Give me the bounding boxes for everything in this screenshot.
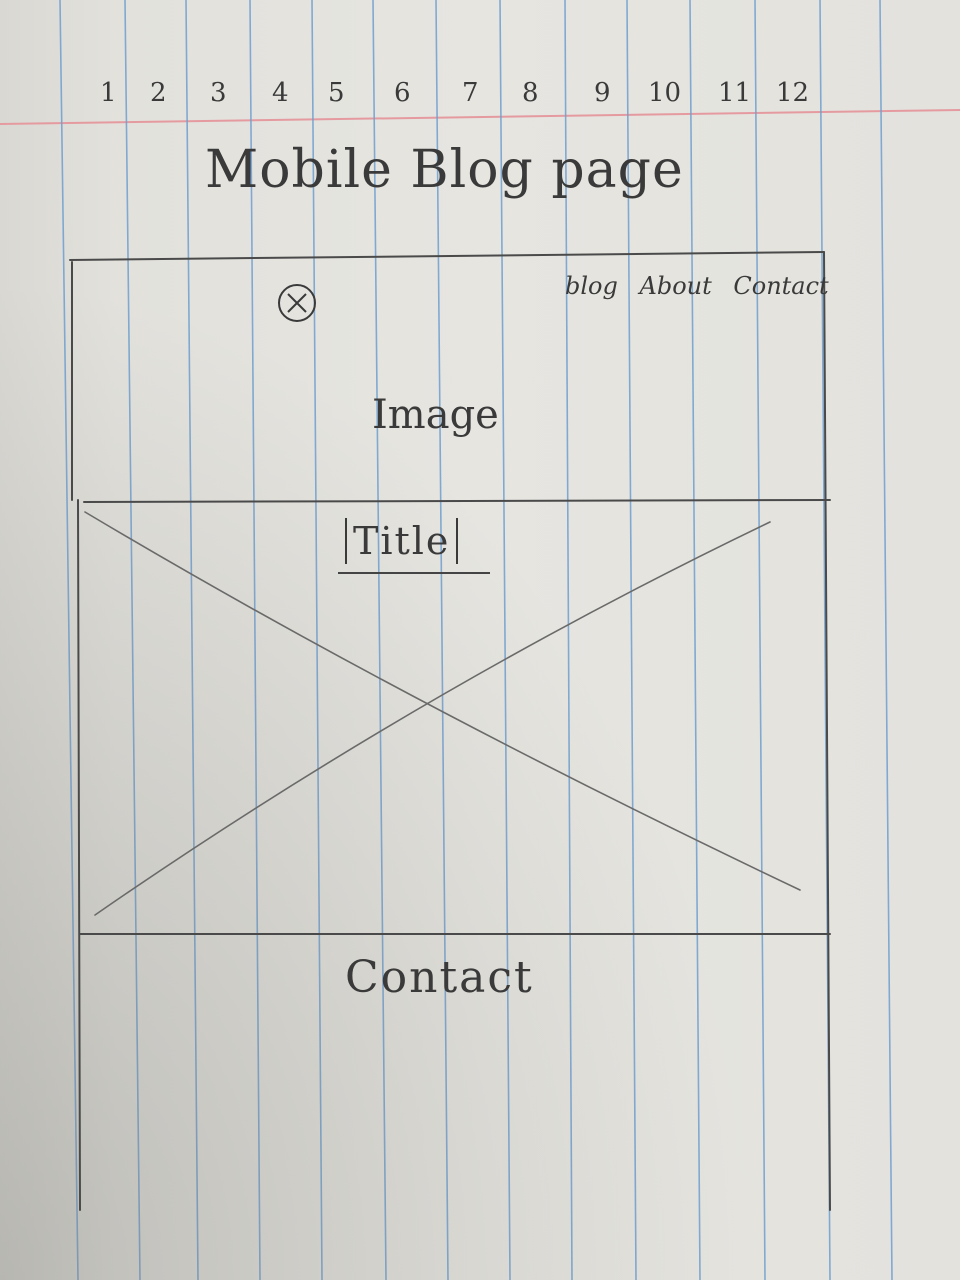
nav-link-blog[interactable]: blog [565, 272, 618, 300]
margin-red-line [0, 109, 960, 125]
column-number: 10 [648, 78, 682, 108]
column-number: 4 [272, 78, 289, 108]
ruled-line [435, 0, 449, 1280]
ruled-line [879, 0, 893, 1280]
nav-link-about[interactable]: About [639, 272, 712, 300]
phone-frame-left [77, 499, 81, 1211]
phone-frame-right [823, 251, 831, 1211]
ruled-line [124, 0, 141, 1280]
nav-bar: blog About Contact [565, 272, 843, 300]
ruled-line [689, 0, 701, 1280]
ruled-line [499, 0, 511, 1280]
ruled-line [372, 0, 387, 1280]
column-number: 8 [522, 78, 539, 108]
title-underline [338, 572, 490, 574]
ruled-line [754, 0, 766, 1280]
nav-link-contact[interactable]: Contact [733, 272, 829, 300]
contact-section-label: Contact [345, 952, 534, 1003]
logo-icon [278, 284, 316, 322]
hero-image-label: Image [372, 392, 499, 438]
image-placeholder-cross-line [94, 521, 771, 916]
column-number: 3 [210, 78, 227, 108]
ruled-line [626, 0, 637, 1280]
image-placeholder-cross-line [84, 511, 801, 891]
column-number: 9 [594, 78, 611, 108]
image-section-divider [83, 499, 831, 503]
column-number: 1 [100, 78, 117, 108]
ruled-line [564, 0, 573, 1280]
ruled-line [249, 0, 261, 1280]
column-number: 12 [776, 78, 810, 108]
column-number: 11 [718, 78, 752, 108]
ruled-line [311, 0, 323, 1280]
post-title-label: Title [345, 518, 459, 564]
column-number: 6 [394, 78, 411, 108]
page-title: Mobile Blog page [205, 140, 684, 200]
phone-frame-top [69, 251, 825, 261]
column-number: 7 [462, 78, 479, 108]
ruled-line [59, 0, 79, 1280]
ruled-line [185, 0, 199, 1280]
column-number: 2 [150, 78, 167, 108]
column-number: 5 [328, 78, 345, 108]
